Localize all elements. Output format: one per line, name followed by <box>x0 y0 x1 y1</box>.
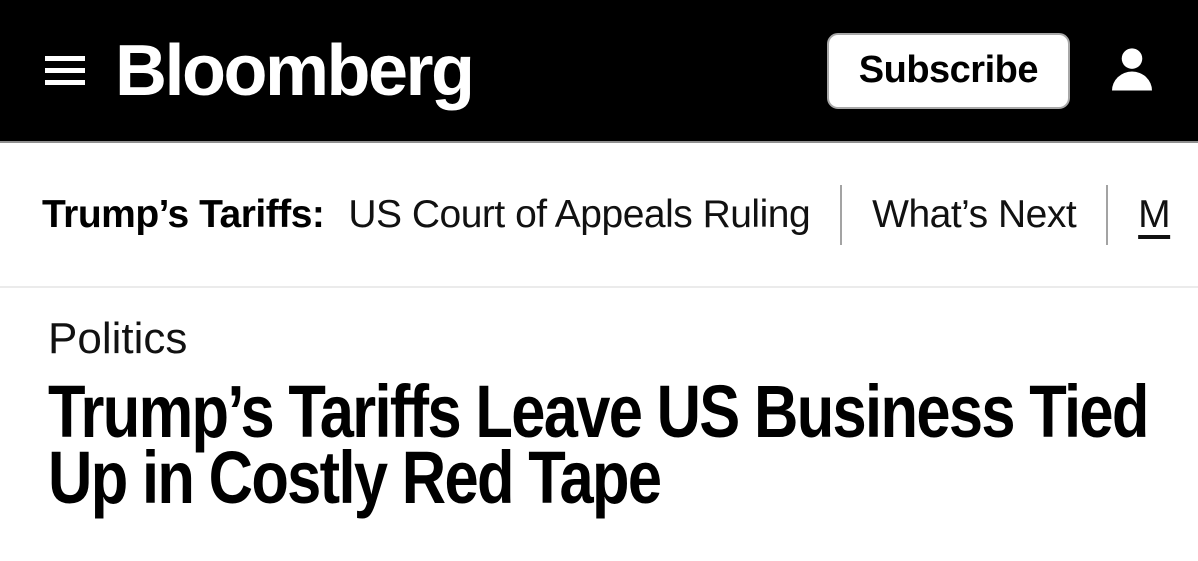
menu-bar <box>45 80 85 85</box>
top-navigation-bar: Bloomberg Subscribe <box>0 0 1198 143</box>
menu-button[interactable] <box>45 56 85 85</box>
user-icon <box>1112 47 1152 90</box>
subscribe-button[interactable]: Subscribe <box>826 32 1070 109</box>
ticker-topic-label: Trump’s Tariffs: <box>42 192 325 236</box>
ticker-link-more[interactable]: M <box>1138 192 1171 236</box>
hamburger-menu-icon <box>45 56 85 85</box>
account-button[interactable] <box>1106 44 1158 98</box>
ticker-link-whats-next[interactable]: What’s Next <box>872 192 1077 236</box>
category-label[interactable]: Politics <box>48 314 188 363</box>
bloomberg-logo[interactable]: Bloomberg <box>115 30 475 111</box>
ticker-divider <box>1106 184 1109 245</box>
ticker-link-appeals-ruling[interactable]: US Court of Appeals Ruling <box>348 192 811 236</box>
topic-ticker-bar: Trump’s Tariffs: US Court of Appeals Rul… <box>0 143 1198 288</box>
menu-bar <box>45 56 85 61</box>
ticker-divider <box>840 184 843 245</box>
menu-bar <box>45 68 85 73</box>
article-headline: Trump’s Tariffs Leave US Business Tied U… <box>48 369 1149 520</box>
article-header: Politics Trump’s Tariffs Leave US Busine… <box>0 288 1198 520</box>
